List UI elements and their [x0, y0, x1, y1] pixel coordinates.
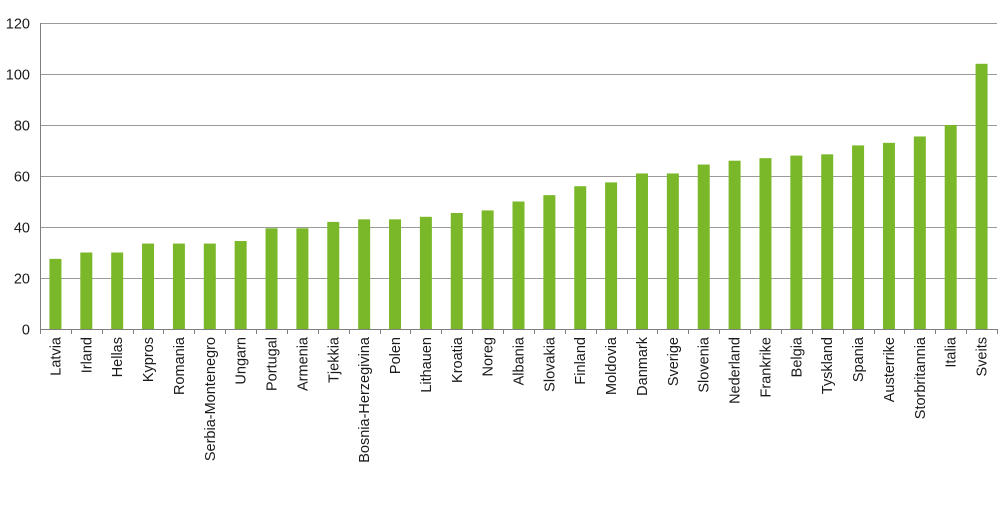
y-tick-label: 60: [14, 170, 30, 186]
bar: [49, 258, 62, 330]
bar: [203, 243, 216, 329]
bar: [265, 228, 278, 329]
x-tick-label: Sverige: [666, 337, 682, 386]
bar: [80, 252, 93, 329]
bar: [512, 201, 525, 329]
bar: [234, 241, 247, 329]
y-tick-label: 40: [14, 221, 30, 237]
x-tick-label: Kypros: [141, 337, 157, 382]
bar: [142, 243, 155, 329]
y-axis: 0 20 40 60 80 100 120: [6, 17, 41, 339]
x-tick-label: Nederland: [728, 337, 744, 404]
x-tick-label: Belgia: [789, 336, 805, 377]
bar: [759, 158, 772, 329]
y-tick-label: 100: [6, 68, 30, 84]
gridlines: [40, 23, 997, 279]
bar: [882, 142, 895, 329]
x-tick-label: Serbia-Montenegro: [203, 337, 219, 461]
x-axis: Latvia Irland Hellas Kypros Romania Serbia-Mo…: [40, 329, 998, 463]
x-tick-label: Italia: [944, 336, 960, 368]
y-tick-label: 80: [14, 119, 30, 135]
x-tick-label: Latvia: [48, 336, 64, 376]
bar: [666, 173, 679, 329]
bar: [358, 219, 371, 329]
x-tick-label: Irland: [79, 337, 95, 373]
x-tick-label: Frankrike: [758, 337, 774, 397]
x-tick-label: Lithauen: [419, 337, 435, 393]
x-tick-label: Bosnia-Herzegivina: [357, 336, 373, 463]
bar: [852, 145, 865, 329]
x-tick-label: Kroatia: [450, 336, 466, 383]
y-tick-label: 120: [6, 17, 30, 33]
x-tick-label: Austerrike: [882, 337, 898, 402]
x-tick-label: Noreg: [481, 337, 497, 377]
x-tick-label: Hellas: [110, 337, 126, 377]
bar: [111, 252, 124, 329]
x-tick-label: Armenia: [295, 336, 311, 391]
bar: [419, 216, 432, 329]
bar: [913, 136, 926, 329]
x-tick-label: Moldovia: [604, 336, 620, 395]
bar: [327, 221, 340, 329]
bar: [296, 228, 309, 329]
bar: [389, 219, 402, 329]
x-tick-label: Romania: [172, 336, 188, 395]
y-tick-label: 0: [22, 323, 30, 339]
x-tick-label: Sveits: [975, 337, 991, 377]
y-tick-label: 20: [14, 272, 30, 288]
bar: [481, 210, 494, 329]
x-tick-label: Spania: [851, 336, 867, 382]
x-tick-label: Slovakia: [542, 336, 558, 392]
bar: [172, 243, 185, 329]
x-tick-label: Portugal: [265, 337, 281, 391]
bar: [790, 155, 803, 329]
bar: [543, 195, 556, 330]
bar: [450, 212, 463, 329]
x-tick-label: Tjekkia: [326, 336, 342, 383]
bar: [605, 182, 618, 330]
bar: [975, 63, 988, 330]
x-tick-label: Slovenia: [697, 336, 713, 393]
bar: [821, 154, 834, 329]
x-tick-label: Storbritannia: [913, 336, 929, 419]
x-tick-label: Polen: [388, 337, 404, 374]
bars: [49, 63, 988, 330]
x-tick-label: Finland: [573, 337, 589, 385]
bar: [574, 186, 587, 329]
x-tick-label: Albania: [512, 336, 528, 385]
bar: [728, 160, 741, 329]
x-tick-label: Tyskland: [820, 337, 836, 394]
x-tick-label: Danmark: [635, 336, 651, 396]
bar: [944, 125, 957, 329]
x-tick-label: Ungarn: [234, 337, 250, 385]
bar: [697, 164, 710, 329]
bar: [635, 173, 648, 329]
